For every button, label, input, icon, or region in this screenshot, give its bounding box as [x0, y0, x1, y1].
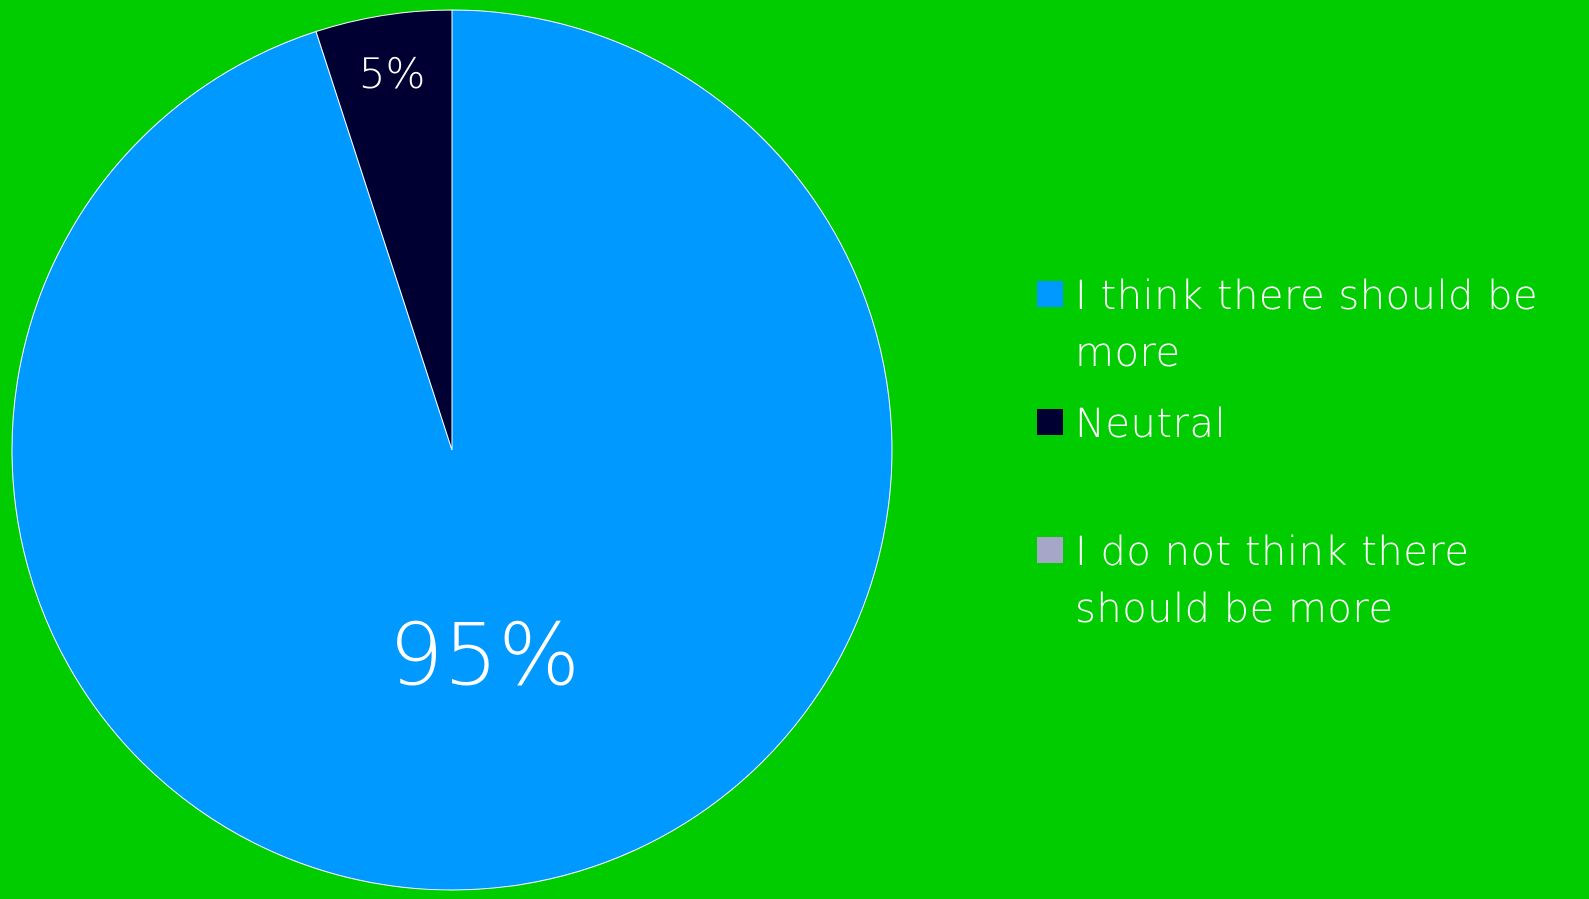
pie-slices [11, 9, 893, 891]
pie-data-labels: 95% 5% [359, 49, 580, 705]
legend-swatch-icon [1037, 537, 1063, 563]
legend-swatch-icon [1037, 409, 1063, 435]
legend-item-neutral: Neutral [1037, 396, 1565, 453]
pie-data-label-2: 5% [359, 49, 426, 98]
pie-data-label-1: 95% [389, 605, 580, 705]
pie-slice-1 [11, 9, 893, 891]
legend-label: I do not think there should be more [1075, 529, 1470, 632]
legend-label: I think there should be more [1075, 273, 1539, 376]
legend-item-more: I think there should be more [1037, 268, 1565, 382]
legend-item-not-more: I do not think there should be more [1037, 524, 1565, 638]
legend-label: Neutral [1075, 401, 1227, 447]
pie-slice-2 [315, 9, 453, 451]
legend-swatch-icon [1037, 281, 1063, 307]
